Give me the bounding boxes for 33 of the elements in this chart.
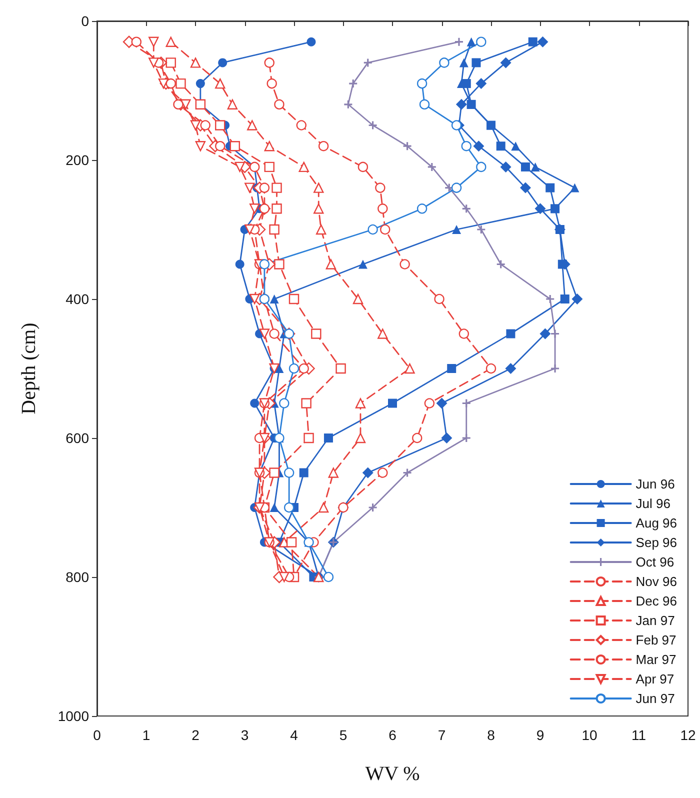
x-tick-label: 5: [339, 727, 348, 743]
legend-label: Jul 96: [636, 496, 670, 511]
x-tick-label: 1: [142, 727, 150, 743]
legend-label: Sep 96: [636, 535, 677, 550]
x-tick-label: 8: [487, 727, 496, 743]
legend-label: Jun 97: [636, 691, 675, 706]
x-axis-title: WV %: [365, 763, 420, 785]
x-tick-label: 2: [192, 727, 200, 743]
x-tick-label: 0: [93, 727, 102, 743]
x-tick-label: 10: [582, 727, 598, 743]
legend-label: Mar 97: [636, 652, 676, 667]
y-tick-label: 0: [81, 13, 90, 29]
x-tick-label: 9: [536, 727, 544, 743]
x-tick-label: 3: [240, 727, 249, 743]
y-tick-label: 800: [66, 569, 90, 585]
y-tick-label: 400: [66, 291, 90, 307]
legend-label: Jan 97: [636, 613, 675, 628]
legend-label: Jun 96: [636, 476, 675, 492]
x-tick-label: 12: [680, 727, 696, 743]
legend-label: Feb 97: [636, 632, 676, 648]
legend-label: Aug 96: [636, 516, 677, 530]
legend-label: Apr 97: [636, 672, 674, 686]
y-tick-label: 200: [66, 152, 90, 168]
x-tick-label: 6: [388, 727, 397, 743]
y-tick-label: 1000: [58, 708, 90, 724]
legend-label: Nov 96: [636, 574, 677, 589]
x-tick-label: 7: [438, 727, 446, 743]
x-tick-label: 4: [290, 727, 298, 743]
x-tick-label: 11: [631, 727, 646, 743]
legend-label: Dec 96: [636, 594, 677, 608]
legend-label: Oct 96: [636, 554, 674, 570]
y-tick-label: 600: [66, 430, 90, 446]
y-axis-title: Depth (cm): [18, 322, 40, 414]
